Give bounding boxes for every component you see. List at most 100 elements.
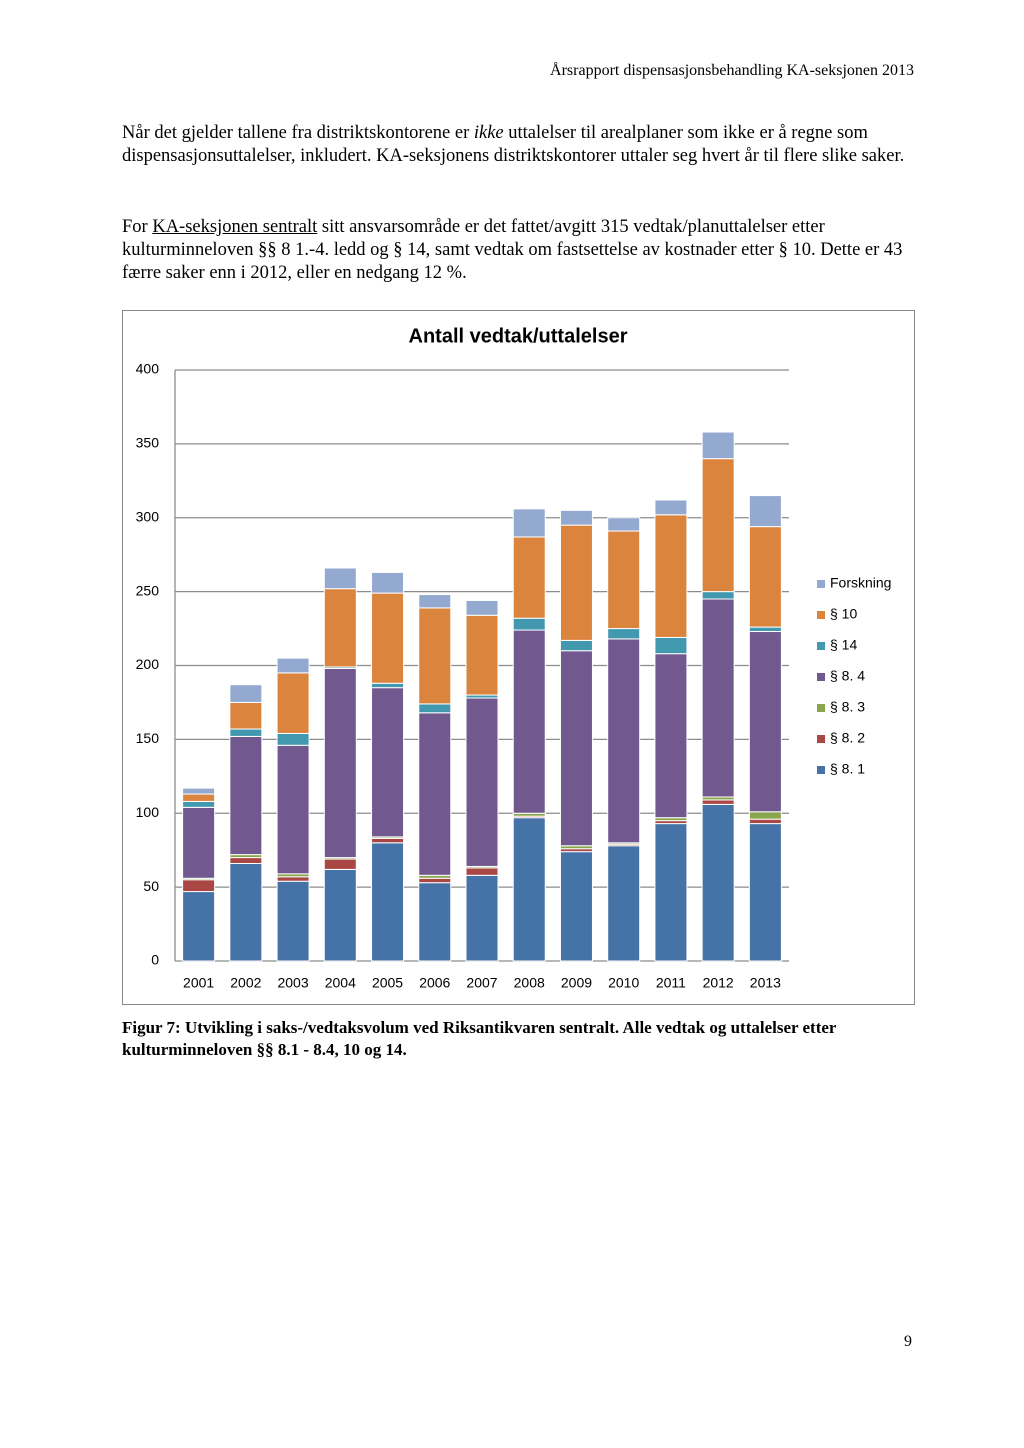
bar-segment [559, 851, 593, 962]
bar-segment [418, 703, 452, 714]
legend-label: § 8. 4 [830, 668, 865, 684]
bar-segment [323, 858, 357, 870]
bar-segment [748, 495, 782, 528]
bar-segment [371, 682, 405, 689]
bar-segment [276, 744, 310, 875]
bar-segment [371, 842, 405, 962]
y-tick-label: 400 [136, 361, 160, 377]
bar-segment [748, 626, 782, 633]
bar-segment [229, 862, 263, 962]
x-tick-label: 2009 [561, 975, 592, 991]
bar-segment [701, 598, 735, 798]
bar-segment [559, 524, 593, 641]
bar-segment [276, 657, 310, 674]
bar-segment [654, 636, 688, 655]
bar-segment [182, 793, 216, 802]
page-header: Årsrapport dispensasjonsbehandling KA-se… [550, 62, 914, 79]
y-tick-label: 0 [151, 952, 159, 968]
bar-segment [229, 684, 263, 703]
chart-title: Antall vedtak/uttalelser [409, 325, 628, 347]
x-tick-label: 2008 [514, 975, 545, 991]
bar-segment [748, 811, 782, 820]
bar-segment [465, 697, 499, 867]
bar-segment [701, 799, 735, 805]
bar-segment [276, 876, 310, 882]
bar-segment [512, 508, 546, 538]
bar-segment [182, 806, 216, 879]
legend-label: Forskning [830, 575, 891, 591]
legend-marker [817, 580, 825, 588]
bar-segment [654, 499, 688, 516]
bar-segment [182, 891, 216, 962]
bar-segment [371, 592, 405, 684]
bar-segment [607, 517, 641, 532]
paragraph: For KA-seksjonen sentralt sitt ansvarsom… [122, 216, 917, 285]
bar-segment [512, 617, 546, 631]
x-tick-label: 2011 [656, 975, 686, 991]
legend-marker [817, 735, 825, 743]
bar-segment [607, 638, 641, 844]
bar-segment [418, 712, 452, 876]
text: sitt ansvarsområde er det fattet/avgitt … [122, 217, 903, 283]
bar-segment [276, 880, 310, 962]
bar-segment [748, 526, 782, 628]
y-tick-label: 50 [143, 878, 159, 894]
bar-segment [748, 818, 782, 825]
bar-segment [701, 431, 735, 460]
paragraph: Når det gjelder tallene fra distriktskon… [122, 122, 917, 168]
legend-marker [817, 704, 825, 712]
bar-segment [607, 845, 641, 962]
y-tick-label: 350 [136, 435, 160, 451]
x-tick-label: 2005 [372, 975, 403, 991]
bar-segment [418, 607, 452, 705]
bar-segment [607, 628, 641, 640]
y-tick-label: 300 [136, 508, 160, 524]
bar-segment [229, 701, 263, 730]
legend-label: § 8. 1 [830, 761, 865, 777]
bar-segment [182, 879, 216, 893]
x-tick-label: 2013 [750, 975, 781, 991]
x-tick-label: 2010 [608, 975, 639, 991]
legend-label: § 8. 3 [830, 699, 865, 715]
figure-caption: Figur 7: Utvikling i saks-/vedtaksvolum … [122, 1018, 837, 1059]
bar-segment [465, 867, 499, 876]
bar-segment [559, 650, 593, 847]
bar-segment [229, 735, 263, 856]
bar-segment [229, 728, 263, 737]
legend-label: § 14 [830, 637, 857, 653]
bar-segment [559, 639, 593, 652]
bar-segment [371, 837, 405, 844]
x-tick-label: 2003 [277, 975, 308, 991]
bar-segment [371, 687, 405, 838]
bar-segment [607, 530, 641, 630]
y-tick-label: 150 [136, 730, 160, 746]
bar-segment [418, 877, 452, 884]
bar-segment [323, 588, 357, 668]
y-tick-label: 250 [136, 582, 160, 598]
y-tick-label: 100 [136, 804, 160, 820]
x-tick-label: 2007 [466, 975, 497, 991]
bar-segment [512, 629, 546, 814]
bar-segment [654, 653, 688, 819]
bar-segment [465, 599, 499, 616]
x-tick-label: 2002 [230, 975, 261, 991]
legend-label: § 10 [830, 606, 857, 622]
text: uttalelser til arealplaner som ikke er å… [122, 123, 905, 166]
x-tick-label: 2004 [325, 975, 356, 991]
x-tick-label: 2006 [419, 975, 450, 991]
bar-segment [323, 567, 357, 590]
bar-segment [654, 823, 688, 962]
legend-marker [817, 611, 825, 619]
text: KA-seksjonen sentralt [152, 217, 318, 237]
x-tick-label: 2001 [183, 975, 214, 991]
y-tick-label: 200 [136, 656, 160, 672]
text: Når det gjelder tallene fra distriktskon… [122, 123, 474, 143]
bar-segment [182, 787, 216, 795]
text: For [122, 217, 153, 237]
chart: Antall vedtak/uttalelser 0 50 100 150 200 250… [122, 310, 915, 1005]
bar-segment [465, 614, 499, 696]
bar-segment [418, 594, 452, 609]
bar-segment [371, 571, 405, 594]
bar-segment [229, 857, 263, 864]
